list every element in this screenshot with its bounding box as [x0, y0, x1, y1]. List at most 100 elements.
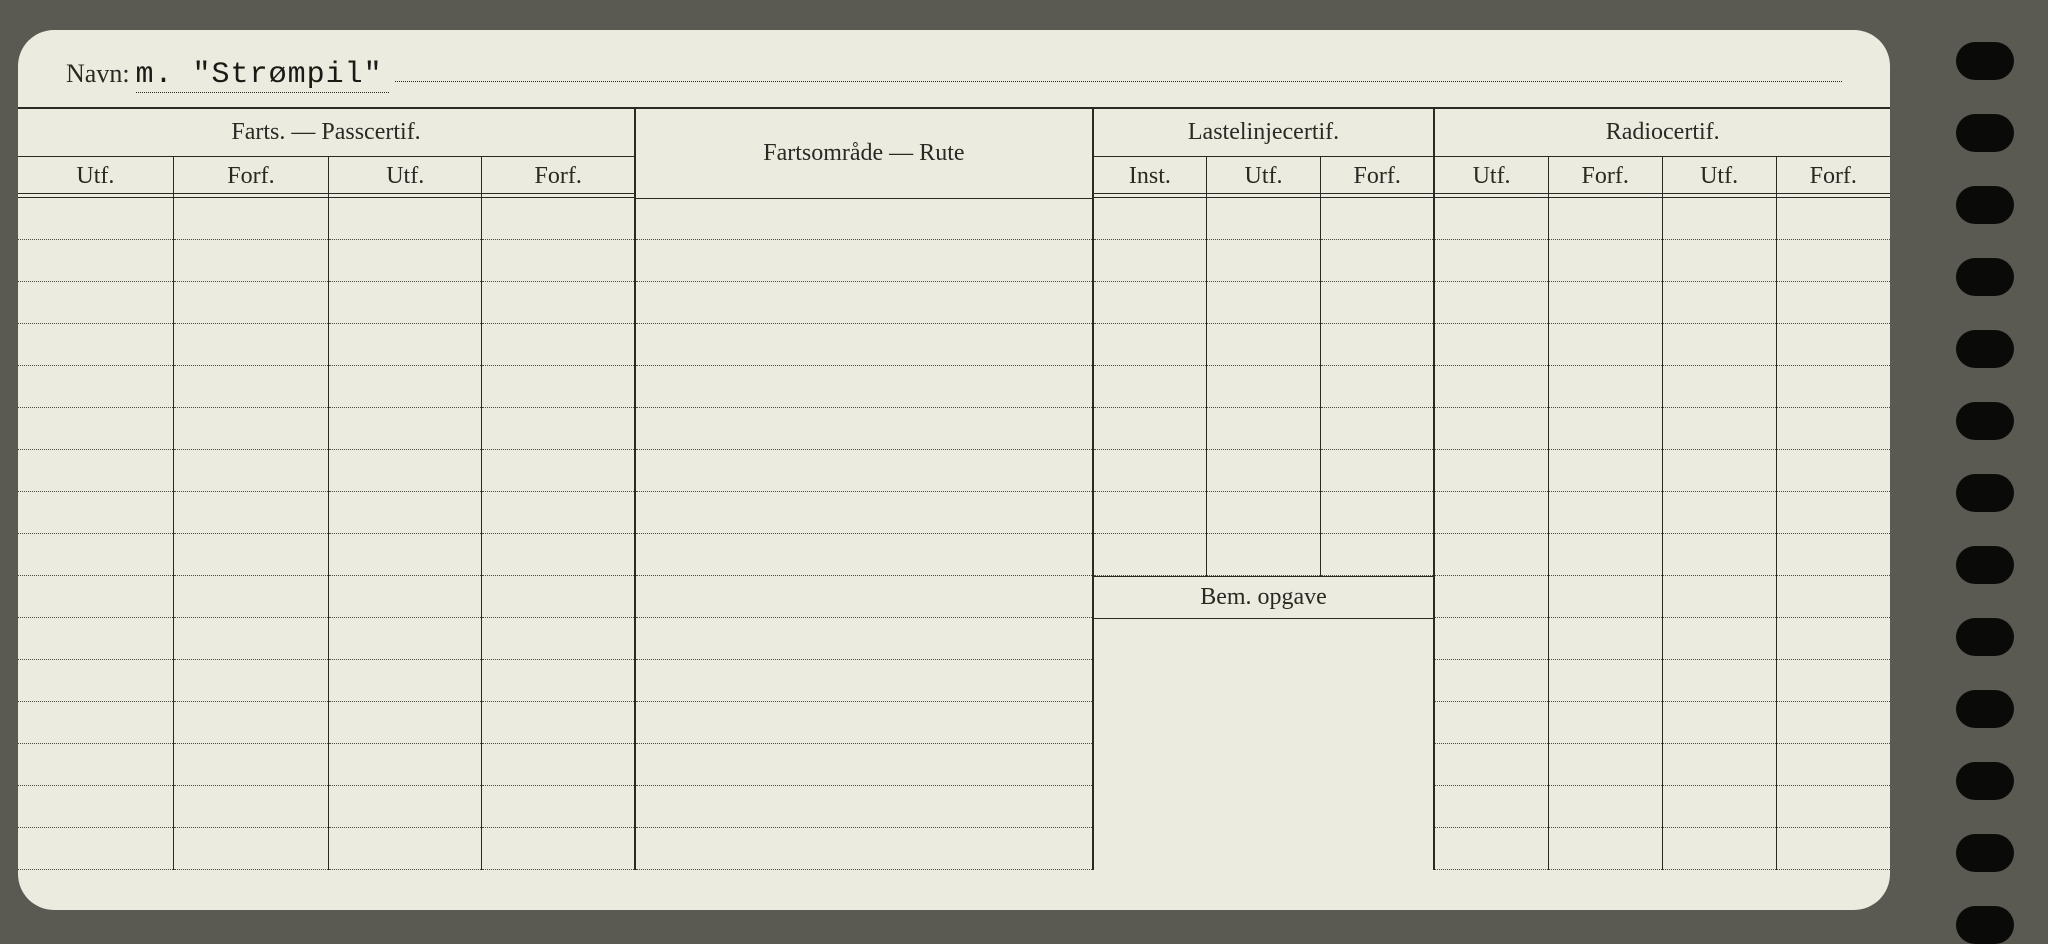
table-row	[18, 492, 1890, 534]
binder-hole	[1956, 618, 2014, 656]
cell	[1434, 618, 1548, 660]
cell	[482, 366, 635, 408]
cell	[1093, 618, 1207, 660]
cell	[1548, 198, 1662, 240]
cell	[1093, 282, 1207, 324]
table-row	[18, 618, 1890, 660]
cell	[173, 744, 328, 786]
table-row	[18, 324, 1890, 366]
cell	[1776, 408, 1890, 450]
cell	[1776, 324, 1890, 366]
cell	[173, 450, 328, 492]
cell	[1548, 534, 1662, 576]
cell	[1320, 492, 1434, 534]
cell	[635, 408, 1093, 450]
cell	[1320, 198, 1434, 240]
cell	[329, 576, 482, 618]
cell	[1662, 324, 1776, 366]
cell	[1207, 618, 1321, 660]
cell	[329, 702, 482, 744]
cell	[482, 786, 635, 828]
cell	[1320, 744, 1434, 786]
cell	[18, 828, 173, 870]
cell	[1093, 366, 1207, 408]
cell	[1662, 492, 1776, 534]
cell	[1434, 408, 1548, 450]
cell	[18, 408, 173, 450]
cell	[329, 534, 482, 576]
cell	[329, 618, 482, 660]
hdr-radio: Radiocertif.	[1434, 109, 1890, 157]
cell	[1548, 450, 1662, 492]
cell	[1662, 240, 1776, 282]
cell	[1207, 450, 1321, 492]
cell	[173, 324, 328, 366]
cell	[1207, 324, 1321, 366]
cell	[1776, 492, 1890, 534]
cell	[1662, 618, 1776, 660]
cell	[1093, 408, 1207, 450]
cell	[1207, 240, 1321, 282]
cell	[1662, 786, 1776, 828]
cell	[1662, 702, 1776, 744]
cell	[329, 240, 482, 282]
binder-hole	[1956, 186, 2014, 224]
cell	[1320, 702, 1434, 744]
cell	[173, 660, 328, 702]
cell	[173, 786, 328, 828]
cell	[1776, 786, 1890, 828]
name-row: Navn: m. "Strømpil"	[18, 58, 1890, 101]
cell	[1662, 408, 1776, 450]
cell	[482, 618, 635, 660]
cell	[1320, 282, 1434, 324]
cell	[1548, 324, 1662, 366]
table-wrap: Farts. — Passcertif. Fartsområde — Rute …	[18, 107, 1890, 870]
cell	[173, 534, 328, 576]
cell	[1548, 828, 1662, 870]
cell	[1662, 282, 1776, 324]
table-body: Bem. opgave	[18, 198, 1890, 870]
binder-hole	[1956, 42, 2014, 80]
cell	[1434, 786, 1548, 828]
cell	[1434, 324, 1548, 366]
cell	[1093, 660, 1207, 702]
cell	[482, 534, 635, 576]
table-row	[18, 282, 1890, 324]
hdr-forf-5: Forf.	[1776, 157, 1890, 199]
cell	[635, 702, 1093, 744]
cell	[173, 492, 328, 534]
cell	[18, 576, 173, 618]
cell	[1093, 450, 1207, 492]
cell	[482, 240, 635, 282]
cell	[1776, 576, 1890, 618]
cell	[1548, 492, 1662, 534]
table-row	[18, 744, 1890, 786]
cell	[1776, 366, 1890, 408]
binder-hole	[1956, 474, 2014, 512]
hdr-farts: Farts. — Passcertif.	[18, 109, 635, 157]
cell	[635, 534, 1093, 576]
cell	[18, 534, 173, 576]
cell	[18, 786, 173, 828]
cell	[1548, 576, 1662, 618]
cell	[1548, 240, 1662, 282]
cell	[1776, 660, 1890, 702]
cell	[482, 408, 635, 450]
cell	[1548, 408, 1662, 450]
cell	[1776, 534, 1890, 576]
cell	[1207, 492, 1321, 534]
hdr-forf-1: Forf.	[173, 157, 328, 199]
cell	[1093, 324, 1207, 366]
cell	[1434, 534, 1548, 576]
cell	[1207, 702, 1321, 744]
cell	[1662, 198, 1776, 240]
cell	[1093, 786, 1207, 828]
cell	[1093, 534, 1207, 576]
hdr-utf-2: Utf.	[329, 157, 482, 199]
cell	[329, 786, 482, 828]
bem-opgave-header: Bem. opgave	[1093, 576, 1435, 618]
hdr-utf-3: Utf.	[1207, 157, 1321, 199]
hdr-utf-4: Utf.	[1434, 157, 1548, 199]
table-row	[18, 450, 1890, 492]
cell	[1093, 198, 1207, 240]
